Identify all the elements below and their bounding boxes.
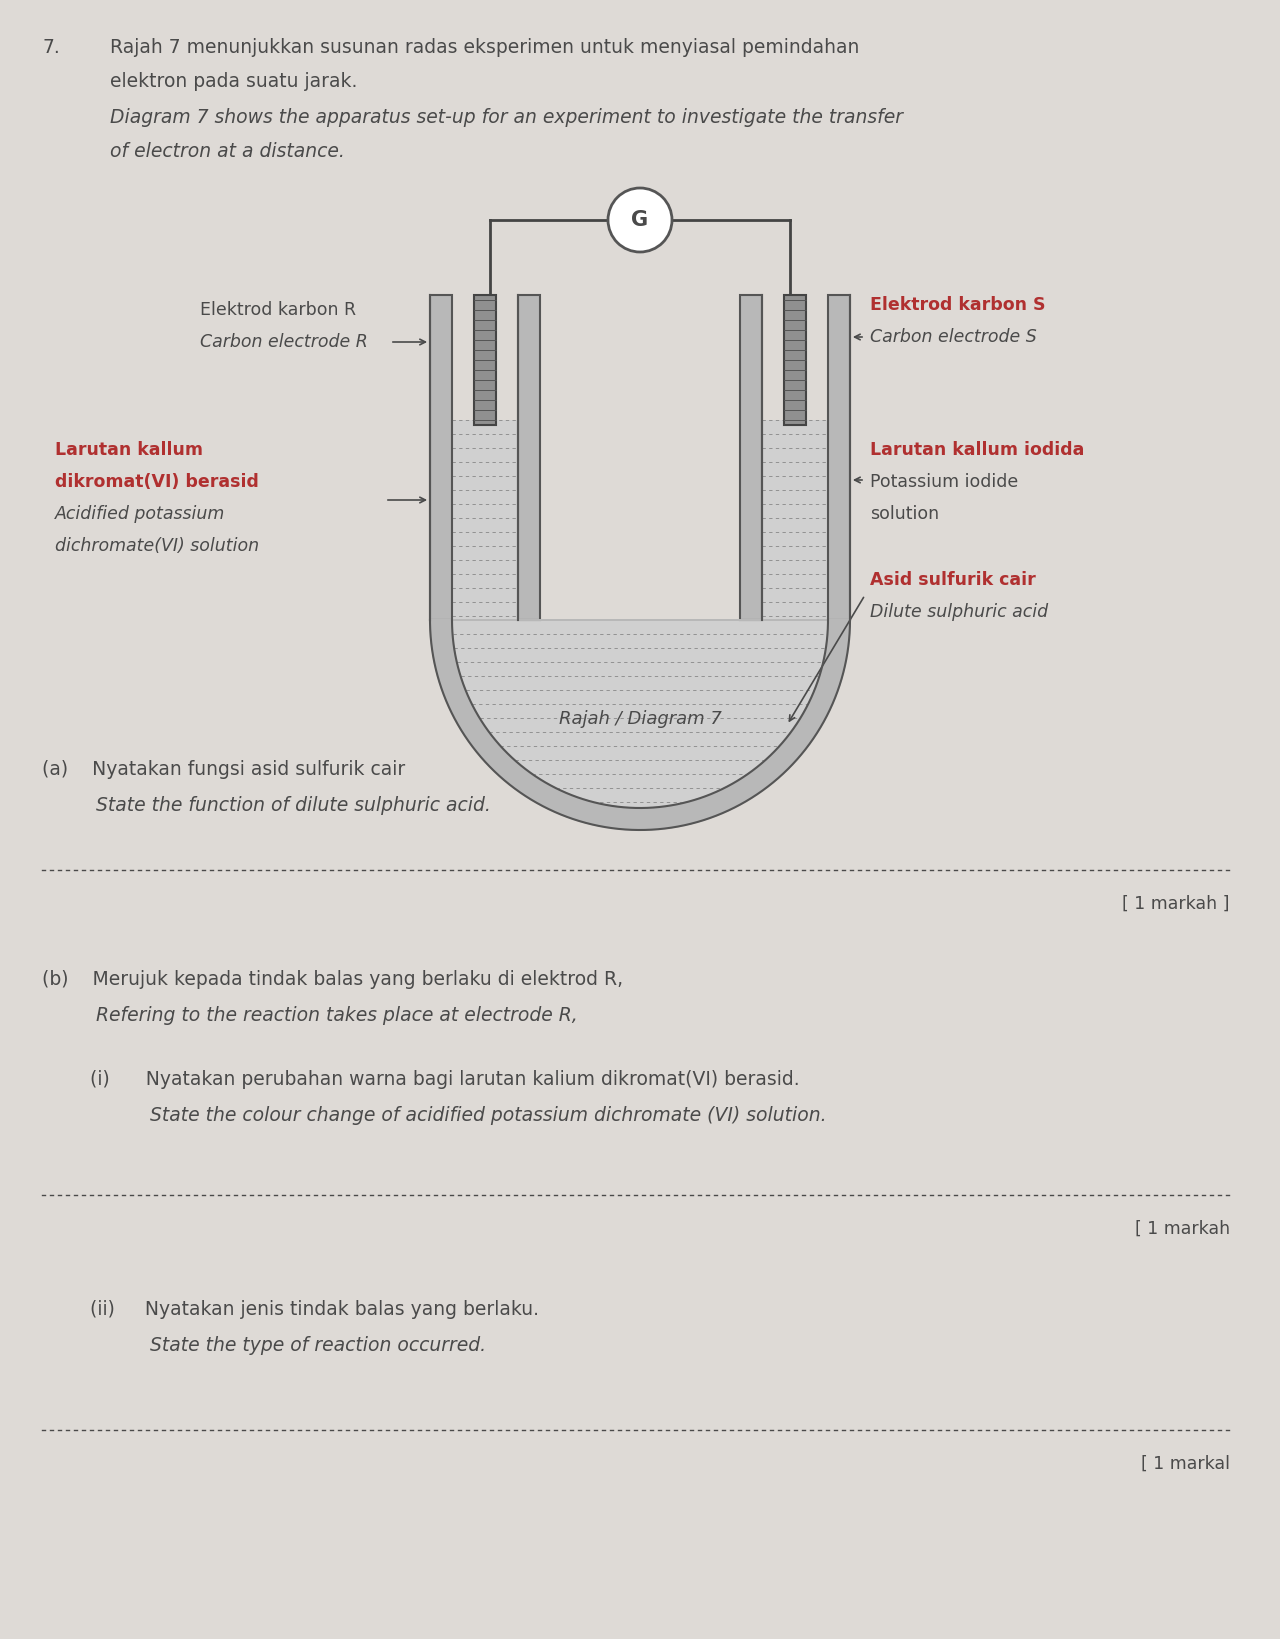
Bar: [828, 295, 850, 620]
Bar: [452, 420, 518, 620]
Text: Acidified potassium: Acidified potassium: [55, 505, 225, 523]
Text: of electron at a distance.: of electron at a distance.: [110, 143, 344, 161]
Text: Elektrod karbon R: Elektrod karbon R: [200, 302, 356, 320]
Bar: [762, 420, 828, 620]
Text: [ 1 markal: [ 1 markal: [1140, 1455, 1230, 1473]
Text: Rajah 7 menunjukkan susunan radas eksperimen untuk menyiasal pemindahan: Rajah 7 menunjukkan susunan radas eksper…: [110, 38, 859, 57]
Bar: [783, 295, 806, 425]
Text: Elektrod karbon S: Elektrod karbon S: [870, 297, 1046, 315]
Text: Carbon electrode R: Carbon electrode R: [200, 333, 367, 351]
Text: Diagram 7 shows the apparatus set-up for an experiment to investigate the transf: Diagram 7 shows the apparatus set-up for…: [110, 108, 902, 126]
Polygon shape: [452, 620, 828, 808]
Bar: [474, 295, 497, 425]
Text: dikromat(VI) berasid: dikromat(VI) berasid: [55, 474, 259, 492]
Text: Carbon electrode S: Carbon electrode S: [870, 328, 1037, 346]
Text: Larutan kallum iodida: Larutan kallum iodida: [870, 441, 1084, 459]
Text: Rajah / Diagram 7: Rajah / Diagram 7: [558, 710, 722, 728]
Text: Refering to the reaction takes place at electrode R,: Refering to the reaction takes place at …: [42, 1006, 577, 1024]
Bar: [740, 295, 762, 620]
Text: dichromate(VI) solution: dichromate(VI) solution: [55, 538, 259, 556]
Text: [ 1 markah: [ 1 markah: [1135, 1219, 1230, 1237]
Text: (i)      Nyatakan perubahan warna bagi larutan kalium dikromat(VI) berasid.: (i) Nyatakan perubahan warna bagi laruta…: [90, 1070, 800, 1088]
Text: Larutan kallum: Larutan kallum: [55, 441, 204, 459]
Text: 7.: 7.: [42, 38, 60, 57]
Text: G: G: [631, 210, 649, 229]
Text: (b)    Merujuk kepada tindak balas yang berlaku di elektrod R,: (b) Merujuk kepada tindak balas yang ber…: [42, 970, 623, 988]
Text: solution: solution: [870, 505, 940, 523]
Text: State the colour change of acidified potassium dichromate (VI) solution.: State the colour change of acidified pot…: [90, 1106, 827, 1124]
Text: (a)    Nyatakan fungsi asid sulfurik cair: (a) Nyatakan fungsi asid sulfurik cair: [42, 760, 406, 779]
Bar: [430, 295, 452, 620]
Circle shape: [608, 188, 672, 252]
Text: Asid sulfurik cair: Asid sulfurik cair: [870, 570, 1036, 588]
Text: State the type of reaction occurred.: State the type of reaction occurred.: [90, 1336, 486, 1355]
Polygon shape: [430, 620, 850, 829]
Text: State the function of dilute sulphuric acid.: State the function of dilute sulphuric a…: [42, 797, 490, 815]
Text: (ii)     Nyatakan jenis tindak balas yang berlaku.: (ii) Nyatakan jenis tindak balas yang be…: [90, 1300, 539, 1319]
Text: Dilute sulphuric acid: Dilute sulphuric acid: [870, 603, 1048, 621]
Text: [ 1 markah ]: [ 1 markah ]: [1123, 895, 1230, 913]
Text: Potassium iodide: Potassium iodide: [870, 474, 1019, 492]
Text: elektron pada suatu jarak.: elektron pada suatu jarak.: [110, 72, 357, 92]
Bar: [518, 295, 540, 620]
